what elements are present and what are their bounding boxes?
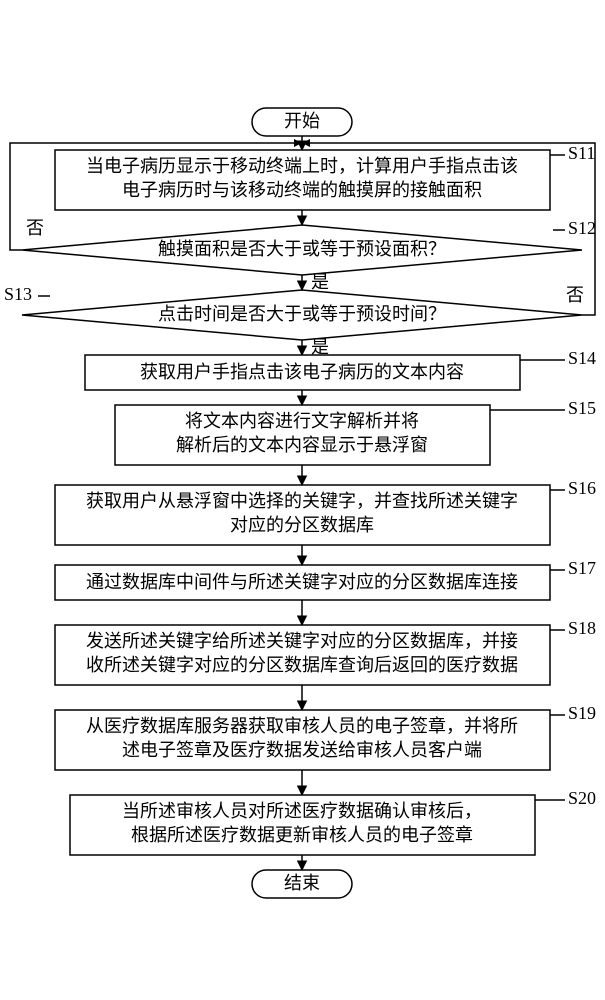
s16-line1: 获取用户从悬浮窗中选择的关键字，并查找所述关键字 (86, 491, 518, 511)
s18-line2: 收所述关键字对应的分区数据库查询后返回的医疗数据 (86, 655, 518, 675)
s14-line1: 获取用户手指点击该电子病历的文本内容 (140, 362, 464, 382)
s13-text: 点击时间是否大于或等于预设时间？ (158, 304, 446, 324)
s11-line1: 当电子病历显示于移动终端上时，计算用户手指点击该 (86, 156, 518, 176)
s13-no-label: 否 (566, 285, 584, 305)
s19-label: S19 (568, 703, 596, 723)
s19-line1: 从医疗数据库服务器获取审核人员的电子签章，并将所 (86, 716, 518, 736)
terminal-end: 结束 (252, 870, 352, 898)
s15-label: S15 (568, 398, 596, 418)
s11-label: S11 (568, 143, 595, 163)
s17-label: S17 (568, 558, 596, 578)
step-s11: 当电子病历显示于移动终端上时，计算用户手指点击该 电子病历时与该移动终端的触摸屏… (55, 150, 550, 210)
edge-s13-no-arrow (302, 139, 310, 147)
s19-line2: 述电子签章及医疗数据发送给审核人员客户端 (122, 740, 482, 760)
s13-label: S13 (4, 284, 32, 304)
step-s12: 触摸面积是否大于或等于预设面积？ (22, 225, 582, 275)
s12-no-label: 否 (26, 218, 44, 238)
s20-label: S20 (568, 788, 596, 808)
s20-line1: 当所述审核人员对所述医疗数据确认审核后， (122, 801, 482, 821)
step-s14: 获取用户手指点击该电子病历的文本内容 (85, 355, 520, 390)
s12-yes-label: 是 (311, 272, 329, 292)
step-s13: 点击时间是否大于或等于预设时间？ (22, 290, 582, 340)
s17-line1: 通过数据库中间件与所述关键字对应的分区数据库连接 (86, 572, 518, 592)
s14-label: S14 (568, 348, 596, 368)
s18-label: S18 (568, 618, 596, 638)
s15-line2: 解析后的文本内容显示于悬浮窗 (176, 435, 428, 455)
step-s20: 当所述审核人员对所述医疗数据确认审核后， 根据所述医疗数据更新审核人员的电子签章 (70, 795, 535, 855)
step-s18: 发送所述关键字给所述关键字对应的分区数据库，并接 收所述关键字对应的分区数据库查… (55, 625, 550, 685)
s20-line2: 根据所述医疗数据更新审核人员的电子签章 (131, 825, 473, 845)
edge-s12-no-arrow (294, 139, 302, 147)
s13-yes-label: 是 (311, 337, 329, 357)
step-s19: 从医疗数据库服务器获取审核人员的电子签章，并将所 述电子签章及医疗数据发送给审核… (55, 710, 550, 770)
s18-line1: 发送所述关键字给所述关键字对应的分区数据库，并接 (86, 631, 518, 651)
s16-label: S16 (568, 478, 596, 498)
step-s16: 获取用户从悬浮窗中选择的关键字，并查找所述关键字 对应的分区数据库 (55, 485, 550, 545)
s16-line2: 对应的分区数据库 (230, 515, 374, 535)
s12-text: 触摸面积是否大于或等于预设面积？ (158, 239, 446, 259)
end-label: 结束 (284, 873, 320, 893)
s11-line2: 电子病历时与该移动终端的触摸屏的接触面积 (122, 180, 482, 200)
s15-line1: 将文本内容进行文字解析并将 (185, 411, 419, 431)
terminal-start: 开始 (252, 108, 352, 136)
start-label: 开始 (284, 111, 320, 131)
step-s17: 通过数据库中间件与所述关键字对应的分区数据库连接 (55, 565, 550, 600)
s12-label: S12 (568, 218, 596, 238)
step-s15: 将文本内容进行文字解析并将 解析后的文本内容显示于悬浮窗 (115, 405, 490, 465)
